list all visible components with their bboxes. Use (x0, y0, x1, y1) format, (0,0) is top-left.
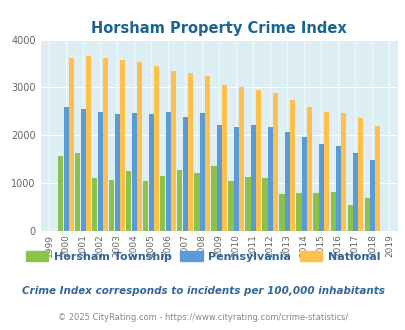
Bar (80, 109, 85, 231)
Bar (233, 127, 238, 231)
Bar (222, 84, 226, 231)
Bar (97, 112, 102, 231)
Bar (256, 90, 260, 231)
Bar (160, 176, 165, 231)
Bar (126, 171, 131, 231)
Bar (216, 125, 221, 231)
Bar (352, 152, 357, 231)
Bar (143, 181, 148, 231)
Bar (199, 113, 204, 231)
Bar (284, 132, 289, 231)
Text: Crime Index corresponds to incidents per 100,000 inhabitants: Crime Index corresponds to incidents per… (21, 286, 384, 296)
Bar (323, 112, 328, 231)
Bar (153, 66, 159, 231)
Bar (75, 153, 80, 231)
Bar (177, 170, 182, 231)
Bar (296, 193, 301, 231)
Bar (289, 100, 294, 231)
Bar (109, 180, 114, 231)
Bar (64, 107, 68, 231)
Bar (119, 60, 125, 231)
Title: Horsham Property Crime Index: Horsham Property Crime Index (91, 21, 346, 36)
Bar (369, 160, 374, 231)
Bar (330, 192, 335, 231)
Bar (245, 177, 250, 231)
Bar (228, 181, 233, 231)
Bar (335, 146, 340, 231)
Bar (102, 58, 108, 231)
Bar (58, 156, 63, 231)
Bar (250, 125, 255, 231)
Bar (171, 71, 176, 231)
Bar (267, 127, 272, 231)
Bar (148, 114, 153, 231)
Bar (92, 178, 97, 231)
Bar (313, 193, 318, 231)
Bar (211, 166, 216, 231)
Bar (357, 118, 362, 231)
Bar (239, 87, 243, 231)
Bar (182, 116, 187, 231)
Bar (262, 178, 267, 231)
Bar (301, 137, 306, 231)
Bar (85, 56, 91, 231)
Text: © 2025 CityRating.com - https://www.cityrating.com/crime-statistics/: © 2025 CityRating.com - https://www.city… (58, 313, 347, 322)
Bar (340, 113, 345, 231)
Bar (374, 126, 379, 231)
Bar (205, 76, 209, 231)
Bar (318, 144, 323, 231)
Bar (165, 112, 171, 231)
Bar (306, 107, 311, 231)
Bar (364, 197, 369, 231)
Bar (131, 113, 136, 231)
Bar (114, 114, 119, 231)
Bar (194, 173, 199, 231)
Bar (69, 58, 74, 231)
Bar (279, 194, 284, 231)
Bar (272, 93, 277, 231)
Legend: Horsham Township, Pennsylvania, National: Horsham Township, Pennsylvania, National (21, 247, 384, 266)
Bar (136, 62, 142, 231)
Bar (188, 73, 192, 231)
Bar (347, 205, 352, 231)
